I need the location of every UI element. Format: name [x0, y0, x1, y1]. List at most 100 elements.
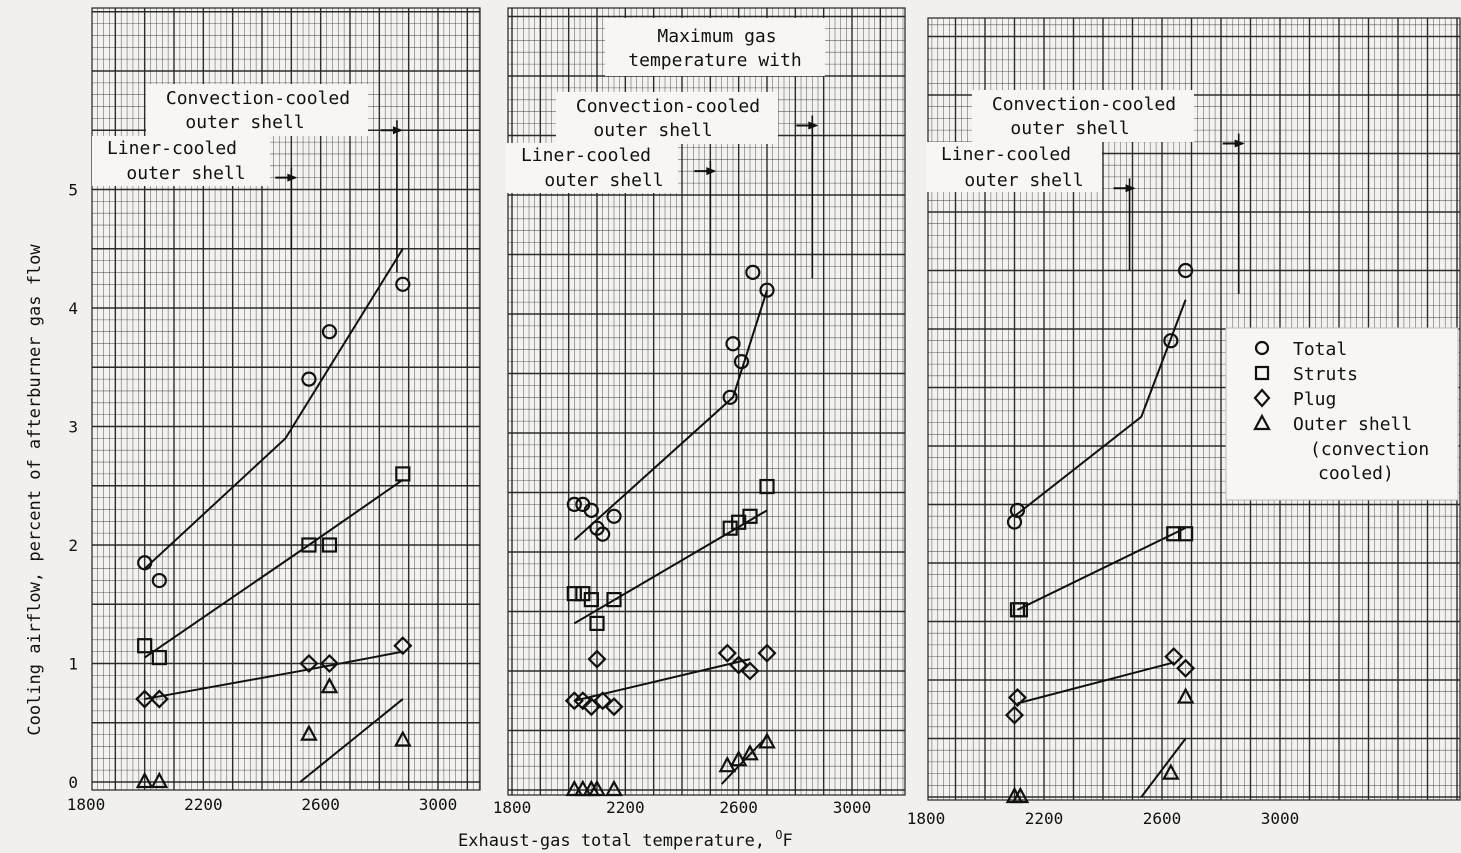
triangle-point	[1162, 763, 1180, 780]
diamond-point	[393, 636, 413, 656]
circle-point	[395, 276, 411, 292]
max-temp-label-line1: Maximum gas	[657, 26, 776, 47]
triangle-point	[393, 730, 412, 747]
legend-diamond-marker	[1253, 388, 1271, 408]
circle-point	[595, 526, 611, 542]
diamond-point	[604, 697, 624, 717]
y-tick-label: 5	[68, 181, 78, 200]
y-tick-label: 3	[68, 418, 78, 437]
max-temp-marker-arrowhead	[706, 167, 717, 176]
triangle-point	[320, 676, 339, 694]
fit-line-triangle	[1140, 737, 1187, 798]
square-point	[759, 478, 775, 495]
panel3-liner-label-line1: Liner-cooled	[941, 144, 1071, 165]
circle-point	[301, 371, 317, 387]
square-point	[1012, 602, 1029, 618]
panel2-liner-label-line2: outer shell	[544, 170, 663, 191]
x-axis-title-unit-sup: O	[775, 828, 782, 842]
diamond-point	[1176, 658, 1196, 678]
x-tick-label: 1800	[907, 809, 946, 828]
max-temp-marker-arrowhead	[287, 173, 298, 182]
diamond-point	[587, 649, 607, 669]
x-tick-label: 2200	[184, 795, 223, 814]
square-point	[1166, 526, 1182, 542]
diamond-point	[729, 655, 749, 675]
diamond-point	[757, 643, 777, 663]
circle-point	[733, 354, 750, 370]
panel1-convection-label-box	[146, 84, 368, 136]
y-axis-title: Cooling airflow, percent of afterburner …	[25, 244, 45, 736]
diamond-point	[593, 691, 613, 711]
triangle-point	[605, 779, 623, 797]
circle-point	[583, 502, 599, 518]
fit-line-triangle	[299, 698, 404, 783]
legend: Total Struts Plug Outer shell (convectio…	[1225, 327, 1459, 501]
panel1-liner-label-box	[92, 136, 270, 186]
fit-line-circle	[1013, 299, 1187, 517]
fit-line-diamond	[144, 650, 403, 701]
triangle-point	[150, 771, 169, 789]
legend-note-line1: (convection	[1310, 439, 1429, 460]
panel1-convection-label-line1: Convection-cooled	[166, 88, 350, 109]
square-point	[742, 508, 758, 524]
grid	[928, 18, 1460, 800]
triangle-point	[1011, 786, 1030, 804]
panel2-convection-label-line2: outer shell	[593, 120, 712, 141]
diamond-point	[740, 661, 760, 681]
panel1-convection-label-line2: outer shell	[185, 112, 304, 133]
fit-line-square	[144, 479, 404, 659]
legend-circle-marker	[1254, 340, 1270, 356]
diamond-point	[564, 691, 584, 711]
fit-line-square	[1017, 527, 1187, 611]
diamond-point	[1164, 647, 1184, 667]
diamond-point	[1007, 687, 1028, 708]
panel3-convection-label-line1: Convection-cooled	[992, 94, 1176, 115]
panel3-convection-label-box	[972, 90, 1194, 142]
max-temp-marker-arrowhead	[1234, 139, 1245, 148]
x-axis-title: Exhaust-gas total temperature, OF	[458, 828, 793, 851]
circle-point	[1163, 333, 1179, 349]
panel3-convection-label-line2: outer shell	[1010, 118, 1129, 139]
x-tick-label: 1800	[67, 795, 106, 814]
triangle-point	[1176, 687, 1195, 704]
x-tick-label: 2600	[301, 795, 340, 814]
square-point	[589, 615, 605, 632]
diamond-point	[135, 689, 155, 709]
fit-line-diamond	[1017, 661, 1175, 705]
diamond-point	[717, 643, 737, 663]
max-temp-marker-arrowhead	[1125, 184, 1136, 193]
square-point	[566, 586, 582, 602]
diamond-point	[1004, 705, 1025, 725]
diamond-point	[573, 691, 593, 711]
panel2-convection-label-line1: Convection-cooled	[576, 96, 760, 117]
diamond-point	[149, 689, 169, 709]
legend-label-plug: Plug	[1293, 389, 1336, 410]
square-point	[583, 591, 599, 608]
x-tick-label: 1800	[493, 798, 532, 817]
x-tick-label: 3000	[1261, 809, 1300, 828]
legend-label-struts: Struts	[1293, 364, 1358, 385]
legend-note-line2: cooled)	[1318, 463, 1394, 484]
square-point	[301, 537, 317, 553]
x-tick-label: 2600	[719, 798, 758, 817]
x-tick-label: 3000	[419, 795, 458, 814]
circle-point	[566, 496, 582, 512]
panel2-liner-label-line1: Liner-cooled	[521, 145, 651, 166]
square-point	[321, 537, 338, 553]
x-tick-label: 2200	[1025, 809, 1064, 828]
circle-point	[1009, 502, 1026, 518]
triangle-point	[135, 771, 154, 789]
legend-label-outer-shell: Outer shell	[1293, 414, 1412, 435]
square-point	[1177, 526, 1194, 542]
triangle-point	[573, 779, 592, 797]
panel3-liner-label-box	[926, 142, 1102, 192]
circle-point	[1177, 262, 1194, 279]
legend-triangle-marker	[1253, 413, 1271, 431]
circle-point	[151, 572, 167, 589]
y-tick-label: 4	[68, 299, 78, 318]
max-temp-marker-arrowhead	[808, 121, 819, 130]
fit-line-circle	[143, 248, 404, 570]
x-axis-title-unit: F	[783, 831, 793, 851]
x-axis-title-main: Exhaust-gas total temperature,	[458, 831, 775, 851]
panel1-liner-label-line2: outer shell	[126, 163, 245, 184]
